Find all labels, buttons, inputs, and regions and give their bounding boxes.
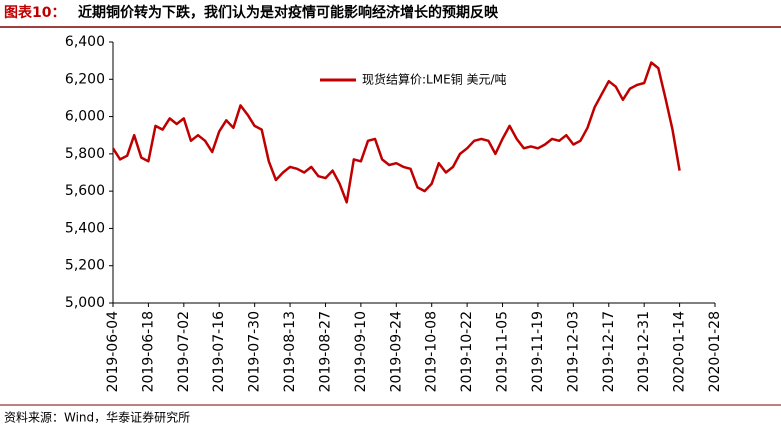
title-label: 图表10： xyxy=(4,4,65,21)
y-tick-label: 5,600 xyxy=(65,183,105,199)
y-tick-label: 5,400 xyxy=(65,220,105,236)
x-tick-label: 2019-08-27 xyxy=(317,311,333,392)
x-tick-label: 2020-01-14 xyxy=(672,311,688,392)
x-tick-label: 2019-11-05 xyxy=(495,311,511,392)
y-tick-label: 6,000 xyxy=(65,109,105,125)
x-tick-label: 2019-07-02 xyxy=(176,311,192,392)
x-tick-label: 2019-09-10 xyxy=(353,311,369,392)
x-tick-label: 2019-10-22 xyxy=(459,311,475,392)
x-tick-label: 2019-11-19 xyxy=(530,311,546,392)
y-tick-label: 5,200 xyxy=(65,258,105,274)
source: 资料来源：Wind，华泰证券研究所 xyxy=(4,410,190,425)
x-tick-label: 2019-10-08 xyxy=(424,311,440,392)
x-tick-label: 2019-07-16 xyxy=(211,311,227,392)
y-tick-label: 5,000 xyxy=(65,295,105,311)
chart-title: 近期铜价转为下跌，我们认为是对疫情可能影响经济增长的预期反映 xyxy=(78,4,499,21)
y-tick-label: 6,400 xyxy=(65,34,105,50)
y-tick-label: 6,200 xyxy=(65,71,105,87)
x-tick-label: 2019-08-13 xyxy=(282,311,298,392)
x-tick-label: 2019-07-30 xyxy=(247,311,263,392)
x-tick-label: 2019-09-24 xyxy=(388,311,404,392)
x-tick-label: 2019-12-03 xyxy=(565,311,581,392)
x-tick-label: 2019-12-31 xyxy=(636,311,652,392)
x-tick-label: 2019-06-04 xyxy=(105,311,121,392)
y-tick-label: 5,800 xyxy=(65,146,105,162)
x-tick-label: 2020-01-28 xyxy=(707,311,723,392)
line-series xyxy=(111,61,681,204)
x-tick-label: 2019-06-18 xyxy=(140,311,156,392)
legend-label: 现货结算价:LME铜 美元/吨 xyxy=(362,72,507,87)
x-tick-label: 2019-12-17 xyxy=(601,311,617,392)
